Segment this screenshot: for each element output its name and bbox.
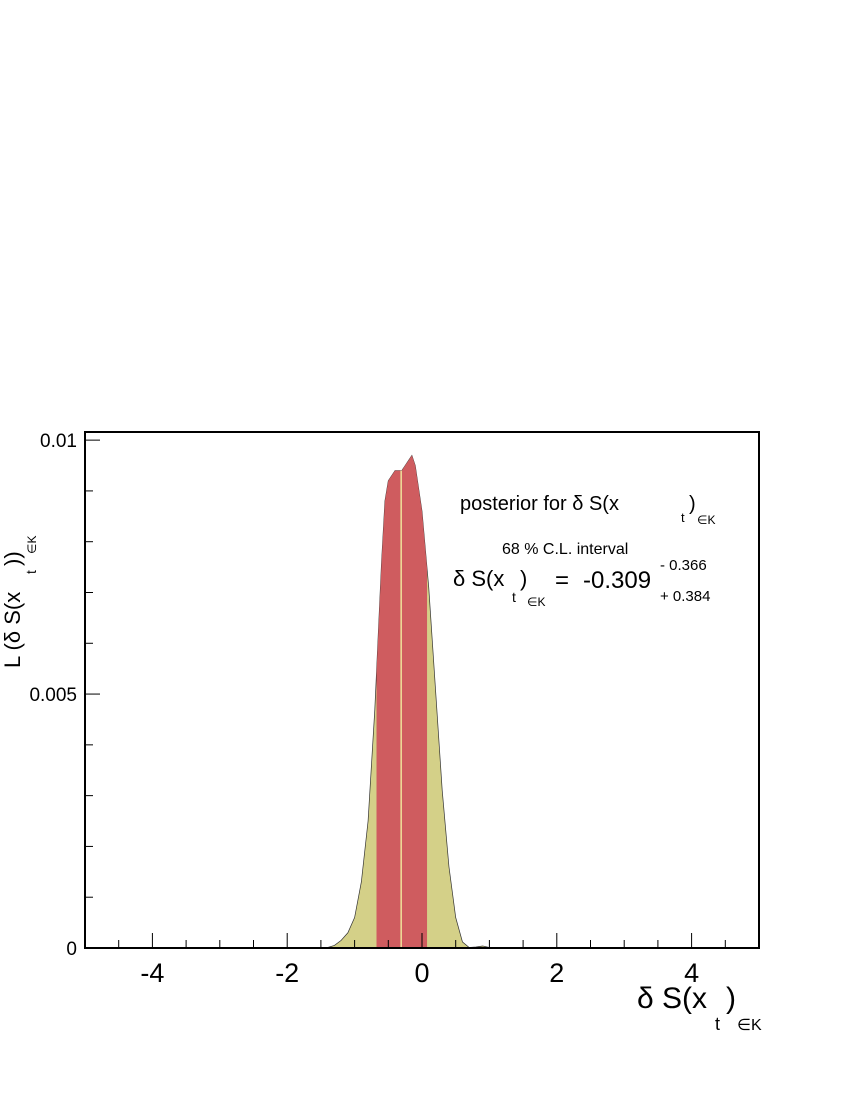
x-label: δ S(x t ) ∈K <box>637 982 762 1034</box>
x-label-sub: t <box>715 1014 720 1034</box>
y-label: L (δ S(x t )) ∈K <box>0 536 39 668</box>
title-close: ) <box>689 493 696 515</box>
x-tick-label: -4 <box>140 958 164 988</box>
annotation-heading: 68 % C.L. interval <box>502 541 628 558</box>
y-label-subsub: ∈K <box>25 536 39 554</box>
title-main: posterior for δ S(x <box>460 493 619 515</box>
y-label-close: )) <box>0 551 25 566</box>
x-tick-label: -2 <box>275 958 299 988</box>
y-tick-label: 0.01 <box>40 431 77 452</box>
annotation-close: ) <box>520 566 527 591</box>
x-tick-label: 2 <box>549 958 564 988</box>
x-label-subsub: ∈K <box>737 1017 762 1034</box>
annotation-central: -0.309 <box>583 567 651 594</box>
y-tick-label: 0.005 <box>29 685 77 706</box>
y-tick-label: 0 <box>66 939 77 960</box>
annotation-sub: t <box>512 589 516 605</box>
title-subsub: ∈K <box>697 513 715 527</box>
annotation-main: δ S(x <box>453 566 504 591</box>
x-label-close: ) <box>726 982 736 1015</box>
x-tick-label: 4 <box>684 958 699 988</box>
plot: -4 -2 0 2 4 0 0.005 0.01 <box>29 431 760 988</box>
annotation-equals: = <box>555 567 569 594</box>
annotation-minus: - 0.366 <box>660 557 707 574</box>
y-label-main: L (δ S(x <box>0 592 25 668</box>
x-label-main: δ S(x <box>637 982 707 1015</box>
annotation-subsub: ∈K <box>527 595 545 609</box>
annotation-plus: + 0.384 <box>660 588 710 605</box>
y-label-sub: t <box>23 570 39 574</box>
title-sub: t <box>681 510 685 525</box>
annotation: 68 % C.L. interval δ S(x t ) ∈K = -0.309… <box>453 541 710 609</box>
x-tick-label: 0 <box>414 958 429 988</box>
title: posterior for δ S(x t ) ∈K <box>460 493 715 527</box>
